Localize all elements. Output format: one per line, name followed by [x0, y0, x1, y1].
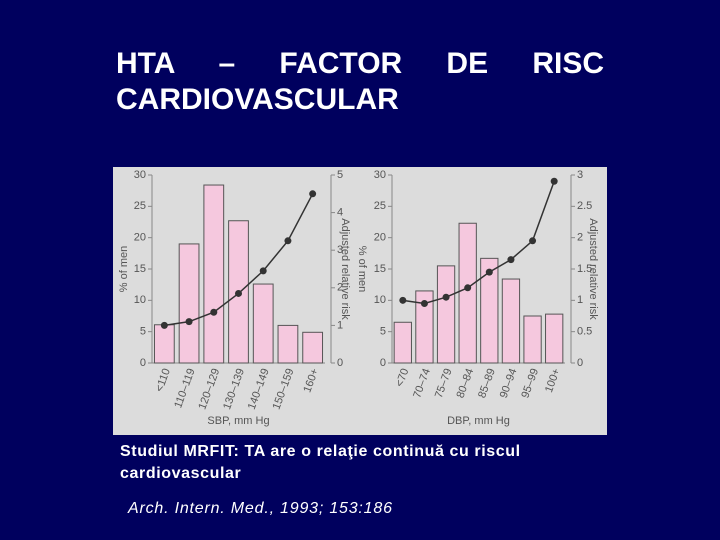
risk-line	[402, 181, 555, 305]
bar	[277, 324, 299, 364]
caption: Studiul MRFIT: TA are o relaţie continuă…	[120, 443, 521, 482]
risk-point	[284, 237, 292, 245]
bar	[415, 290, 434, 364]
risk-point	[185, 318, 193, 326]
y-tick-label: 30	[374, 169, 386, 181]
y-tick-label: 25	[374, 200, 386, 212]
risk-point	[507, 256, 515, 264]
y-tick-label: 10	[134, 294, 146, 306]
y2-tick-label: 5	[337, 169, 343, 181]
y2-tick-label: 1	[577, 294, 583, 306]
bar	[501, 278, 521, 364]
y-tick-label: 5	[140, 326, 146, 338]
y2-tick-label: 1.5	[577, 263, 592, 275]
y2-tick-label: 3	[337, 244, 343, 256]
y2-tick-label: 0	[577, 357, 583, 369]
risk-point	[420, 299, 428, 307]
y-tick-label: 15	[134, 263, 146, 275]
risk-point	[210, 308, 218, 316]
y2-tick-label: 2	[577, 232, 583, 244]
bar	[302, 331, 324, 364]
y-tick-label: 5	[380, 326, 386, 338]
y-tick-label: 30	[134, 169, 146, 181]
x-axis-label: DBP, mm Hg	[447, 415, 510, 427]
y2-tick-label: 3	[577, 169, 583, 181]
y-axis-label: % of men	[118, 246, 130, 292]
y2-axis-label: Adjusted relative risk	[587, 218, 599, 320]
risk-point	[464, 284, 472, 292]
y-tick-label: 0	[380, 357, 386, 369]
risk-point	[399, 296, 407, 304]
y-tick-label: 20	[374, 232, 386, 244]
y-tick-label: 25	[134, 200, 146, 212]
y-tick-label: 0	[140, 357, 146, 369]
y2-axis-label: Adjusted relative risk	[339, 218, 351, 320]
risk-point	[485, 268, 493, 276]
bar	[545, 313, 564, 364]
y2-tick-label: 2.5	[577, 200, 592, 212]
citation: Arch. Intern. Med., 1993; 153:186	[128, 500, 393, 517]
risk-point	[529, 237, 537, 245]
slide-title: HTA – FACTOR DE RISC CARDIOVASCULAR	[116, 47, 604, 116]
bar	[523, 315, 542, 364]
risk-point	[550, 177, 558, 185]
bar	[480, 257, 499, 364]
y-tick-label: 15	[374, 263, 386, 275]
y2-tick-label: 1	[337, 319, 343, 331]
bar	[178, 243, 200, 364]
y2-tick-label: 2	[337, 282, 343, 294]
y-axis-label: % of men	[356, 246, 368, 292]
bar	[436, 265, 456, 364]
y2-tick-label: 0	[337, 357, 343, 369]
y-tick-label: 10	[374, 294, 386, 306]
bar	[252, 283, 274, 364]
risk-point	[442, 293, 450, 301]
x-axis-label: SBP, mm Hg	[207, 415, 269, 427]
risk-point	[309, 190, 317, 198]
bar	[458, 222, 477, 364]
y-tick-label: 20	[134, 232, 146, 244]
bar	[393, 321, 412, 364]
y2-tick-label: 4	[337, 207, 343, 219]
bar	[203, 184, 225, 364]
risk-point	[259, 267, 267, 275]
risk-point	[235, 289, 242, 297]
y2-tick-label: 0.5	[577, 326, 592, 338]
risk-point	[160, 321, 168, 329]
bar	[153, 324, 175, 364]
